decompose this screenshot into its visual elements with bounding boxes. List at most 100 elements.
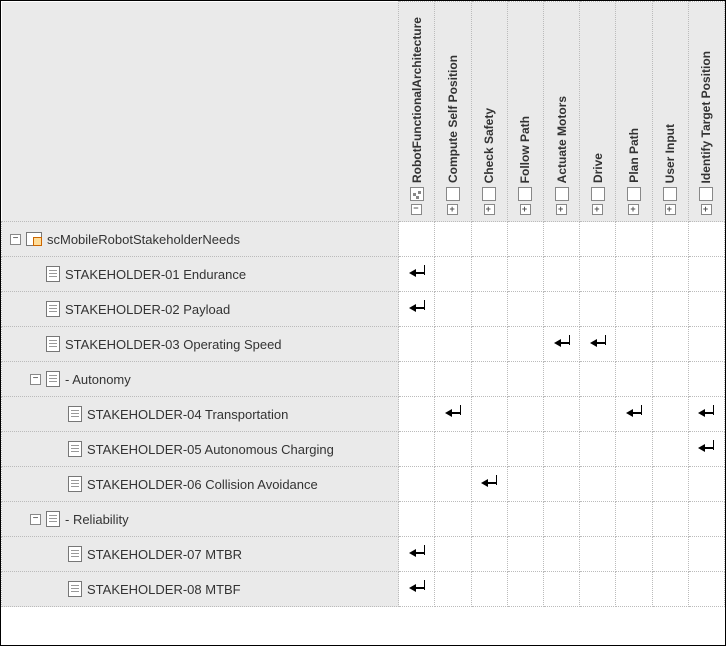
matrix-cell[interactable] — [471, 222, 507, 257]
matrix-cell[interactable] — [399, 432, 435, 467]
matrix-cell[interactable] — [652, 292, 688, 327]
matrix-cell[interactable] — [507, 397, 543, 432]
matrix-cell[interactable] — [399, 327, 435, 362]
matrix-cell[interactable] — [616, 327, 652, 362]
collapse-icon[interactable]: − — [10, 234, 21, 245]
matrix-cell[interactable] — [435, 502, 471, 537]
matrix-cell[interactable] — [688, 257, 724, 292]
matrix-cell[interactable] — [543, 572, 579, 607]
matrix-cell[interactable] — [399, 362, 435, 397]
matrix-cell[interactable] — [616, 537, 652, 572]
matrix-cell[interactable] — [616, 572, 652, 607]
matrix-cell[interactable] — [652, 467, 688, 502]
matrix-cell[interactable] — [616, 432, 652, 467]
matrix-cell[interactable] — [652, 362, 688, 397]
matrix-cell[interactable] — [616, 467, 652, 502]
matrix-cell[interactable] — [688, 292, 724, 327]
matrix-cell[interactable] — [435, 397, 471, 432]
column-header-c1[interactable]: Compute Self Position — [435, 2, 471, 222]
column-header-c7[interactable]: User Input — [652, 2, 688, 222]
matrix-cell[interactable] — [507, 502, 543, 537]
expand-icon[interactable] — [701, 204, 712, 215]
expand-icon[interactable] — [628, 204, 639, 215]
expand-icon[interactable] — [665, 204, 676, 215]
matrix-cell[interactable] — [471, 467, 507, 502]
matrix-cell[interactable] — [435, 257, 471, 292]
matrix-cell[interactable] — [507, 362, 543, 397]
matrix-cell[interactable] — [580, 397, 616, 432]
matrix-cell[interactable] — [471, 572, 507, 607]
expand-icon[interactable] — [520, 204, 531, 215]
matrix-cell[interactable] — [399, 537, 435, 572]
matrix-cell[interactable] — [580, 572, 616, 607]
matrix-cell[interactable] — [688, 537, 724, 572]
matrix-cell[interactable] — [688, 397, 724, 432]
collapse-icon[interactable]: − — [30, 514, 41, 525]
matrix-cell[interactable] — [471, 502, 507, 537]
matrix-cell[interactable] — [652, 502, 688, 537]
matrix-cell[interactable] — [543, 362, 579, 397]
row-header-r7[interactable]: STAKEHOLDER-06 Collision Avoidance — [2, 467, 399, 502]
matrix-cell[interactable] — [507, 327, 543, 362]
column-header-c2[interactable]: Check Safety — [471, 2, 507, 222]
row-header-r5[interactable]: STAKEHOLDER-04 Transportation — [2, 397, 399, 432]
matrix-cell[interactable] — [652, 397, 688, 432]
matrix-cell[interactable] — [543, 537, 579, 572]
matrix-cell[interactable] — [580, 362, 616, 397]
row-header-r2[interactable]: STAKEHOLDER-02 Payload — [2, 292, 399, 327]
matrix-cell[interactable] — [543, 432, 579, 467]
matrix-cell[interactable] — [616, 222, 652, 257]
matrix-cell[interactable] — [580, 292, 616, 327]
row-header-r9[interactable]: STAKEHOLDER-07 MTBR — [2, 537, 399, 572]
matrix-cell[interactable] — [688, 432, 724, 467]
matrix-cell[interactable] — [616, 362, 652, 397]
matrix-cell[interactable] — [435, 467, 471, 502]
matrix-cell[interactable] — [507, 432, 543, 467]
matrix-cell[interactable] — [471, 537, 507, 572]
matrix-cell[interactable] — [580, 222, 616, 257]
row-header-r6[interactable]: STAKEHOLDER-05 Autonomous Charging — [2, 432, 399, 467]
matrix-cell[interactable] — [471, 292, 507, 327]
matrix-cell[interactable] — [580, 502, 616, 537]
collapse-icon[interactable]: − — [30, 374, 41, 385]
matrix-cell[interactable] — [543, 292, 579, 327]
expand-icon[interactable] — [447, 204, 458, 215]
row-header-r10[interactable]: STAKEHOLDER-08 MTBF — [2, 572, 399, 607]
matrix-cell[interactable] — [435, 432, 471, 467]
matrix-cell[interactable] — [507, 467, 543, 502]
column-header-c0[interactable]: RobotFunctionalArchitecture — [399, 2, 435, 222]
matrix-cell[interactable] — [435, 362, 471, 397]
matrix-cell[interactable] — [688, 572, 724, 607]
row-header-r4[interactable]: −- Autonomy — [2, 362, 399, 397]
matrix-cell[interactable] — [580, 327, 616, 362]
matrix-cell[interactable] — [543, 397, 579, 432]
expand-icon[interactable] — [592, 204, 603, 215]
matrix-cell[interactable] — [543, 467, 579, 502]
matrix-cell[interactable] — [616, 397, 652, 432]
matrix-cell[interactable] — [688, 502, 724, 537]
expand-icon[interactable] — [484, 204, 495, 215]
column-header-c8[interactable]: Identify Target Position — [688, 2, 724, 222]
matrix-cell[interactable] — [616, 502, 652, 537]
matrix-cell[interactable] — [688, 362, 724, 397]
matrix-cell[interactable] — [399, 222, 435, 257]
matrix-cell[interactable] — [399, 502, 435, 537]
matrix-cell[interactable] — [507, 572, 543, 607]
collapse-icon[interactable] — [411, 204, 422, 215]
matrix-cell[interactable] — [507, 292, 543, 327]
matrix-cell[interactable] — [507, 257, 543, 292]
matrix-cell[interactable] — [399, 257, 435, 292]
matrix-cell[interactable] — [688, 327, 724, 362]
matrix-cell[interactable] — [580, 467, 616, 502]
matrix-cell[interactable] — [652, 222, 688, 257]
matrix-cell[interactable] — [435, 292, 471, 327]
matrix-cell[interactable] — [580, 537, 616, 572]
matrix-cell[interactable] — [435, 222, 471, 257]
row-header-r1[interactable]: STAKEHOLDER-01 Endurance — [2, 257, 399, 292]
matrix-cell[interactable] — [399, 467, 435, 502]
matrix-cell[interactable] — [652, 257, 688, 292]
matrix-cell[interactable] — [399, 292, 435, 327]
matrix-cell[interactable] — [471, 327, 507, 362]
row-header-r0[interactable]: −scMobileRobotStakeholderNeeds — [2, 222, 399, 257]
row-header-r8[interactable]: −- Reliability — [2, 502, 399, 537]
